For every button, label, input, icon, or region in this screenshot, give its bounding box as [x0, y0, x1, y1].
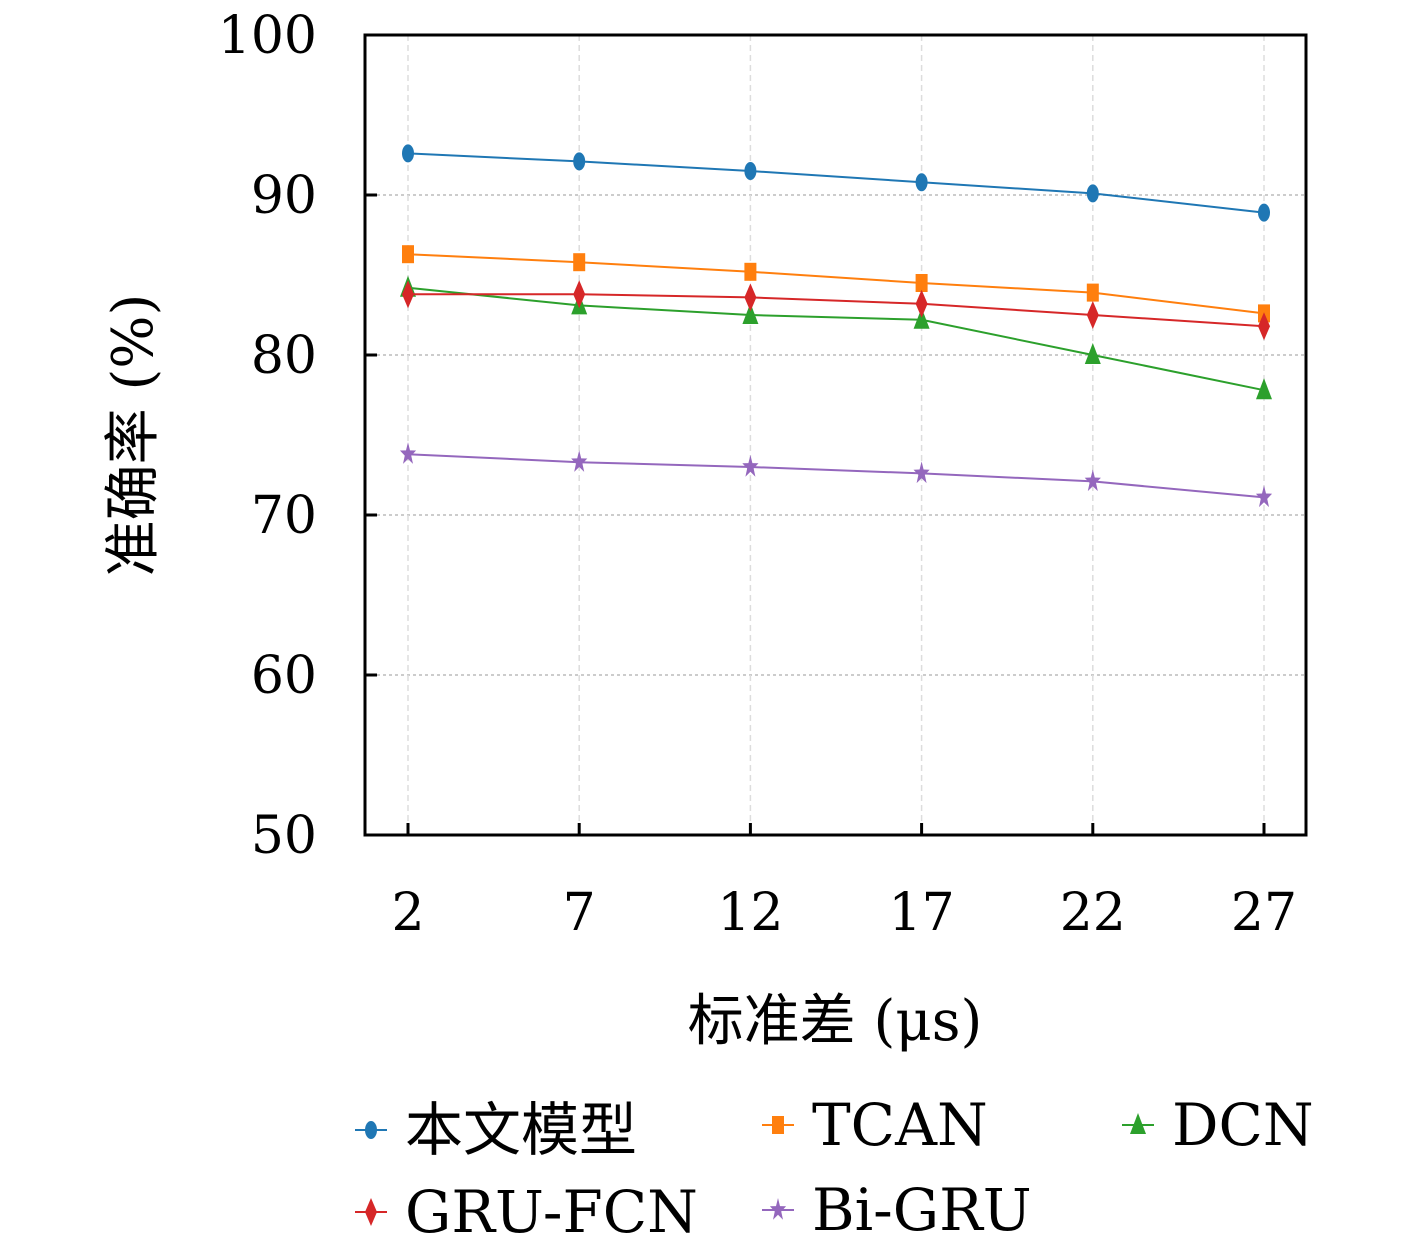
x-tick-label: 17: [889, 883, 955, 943]
series-3: [402, 280, 1270, 341]
y-tick-label: 50: [251, 806, 317, 866]
y-tick-label: 60: [251, 646, 317, 706]
y-tick-label: 100: [218, 6, 317, 66]
series-line: [407, 253, 1265, 315]
data-point: [573, 152, 586, 171]
series-4: [399, 442, 1273, 508]
legend-item: DCN: [1122, 1091, 1314, 1159]
legend-marker: [365, 1198, 377, 1226]
data-point: [742, 303, 759, 324]
y-axis-label: 准确率 (%): [101, 294, 166, 577]
data-point: [1258, 203, 1270, 222]
x-tick-label: 7: [563, 883, 596, 943]
data-point: [744, 162, 757, 180]
data-point: [915, 289, 928, 318]
series-line: [407, 152, 1265, 214]
data-point: [1084, 343, 1101, 364]
legend-marker: [365, 1121, 377, 1139]
legend-label: 本文模型: [405, 1096, 637, 1164]
y-tick-label: 70: [251, 486, 317, 546]
data-point: [913, 307, 930, 329]
y-tick-label: 90: [251, 166, 317, 226]
legend-item: Bi-GRU: [762, 1176, 1032, 1244]
data-point: [1086, 184, 1099, 203]
legend-label: DCN: [1172, 1091, 1314, 1159]
legend-label: GRU-FCN: [405, 1178, 698, 1246]
x-axis-label: 标准差 (μs): [688, 989, 983, 1054]
series-line: [408, 293, 1265, 328]
plot-frame: [363, 33, 1308, 837]
data-point: [744, 262, 757, 281]
legend: 本文模型 TCAN DCN GRU-FCN Bi-GRU: [355, 1091, 1314, 1246]
x-tick-label: 27: [1231, 883, 1297, 943]
data-point: [402, 245, 414, 264]
x-tick-label: 12: [717, 883, 783, 943]
data-point: [1086, 283, 1099, 302]
data-point: [913, 461, 930, 484]
data-point: [573, 253, 586, 272]
series-group: [399, 144, 1273, 508]
data-point: [1258, 312, 1270, 341]
data-point: [1084, 469, 1101, 492]
series-0: [402, 144, 1270, 222]
data-point: [571, 450, 588, 472]
legend-marker: [772, 1116, 784, 1134]
y-tick-label: 80: [251, 326, 317, 386]
grid: [365, 35, 1306, 835]
x-tick-label: 22: [1060, 883, 1126, 943]
legend-item: 本文模型: [355, 1096, 637, 1164]
data-point: [399, 442, 417, 464]
series-line: [407, 453, 1265, 499]
legend-marker: [1130, 1113, 1146, 1134]
data-point: [742, 455, 759, 477]
series-line: [407, 286, 1265, 392]
data-point: [915, 274, 928, 292]
data-point: [1255, 485, 1273, 508]
legend-label: TCAN: [812, 1091, 988, 1159]
x-tick-label: 2: [391, 883, 424, 943]
data-point: [915, 173, 928, 192]
legend-item: TCAN: [762, 1091, 988, 1159]
data-point: [744, 283, 757, 312]
legend-item: GRU-FCN: [355, 1178, 698, 1246]
legend-label: Bi-GRU: [812, 1176, 1032, 1244]
data-point: [1086, 301, 1099, 329]
data-point: [1256, 378, 1272, 400]
data-point: [402, 144, 414, 163]
legend-marker: [769, 1198, 787, 1220]
data-point: [573, 280, 586, 309]
series-1: [402, 245, 1270, 323]
data-point: [402, 280, 414, 309]
